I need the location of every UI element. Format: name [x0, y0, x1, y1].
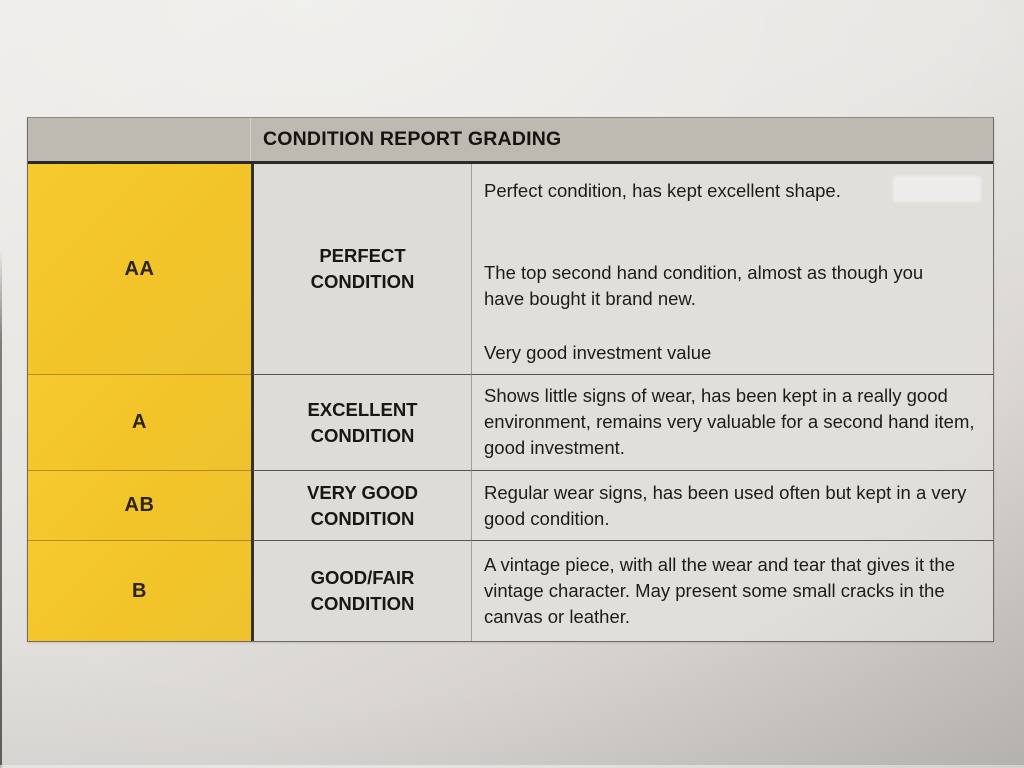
table-header-row: CONDITION REPORT GRADING — [28, 118, 993, 164]
description-paragraph: The top second hand condition, almost as… — [484, 262, 924, 309]
description-paragraph: Perfect condition, has kept excellent sh… — [484, 180, 841, 201]
photo-edge-highlight — [0, 765, 1024, 768]
condition-grading-table: CONDITION REPORT GRADING AA PERFECT COND… — [27, 117, 994, 642]
header-spacer-cell — [28, 118, 251, 161]
description-cell-aa: Perfect condition, has kept excellent sh… — [471, 164, 993, 374]
grade-cell-ab: AB — [28, 470, 251, 540]
table-row-a: A EXCELLENT CONDITION Shows little signs… — [28, 374, 993, 470]
description-paragraph: A vintage piece, with all the wear and t… — [484, 554, 956, 627]
table-row-ab: AB VERY GOOD CONDITION Regular wear sign… — [28, 470, 993, 540]
whiteout-patch — [893, 176, 981, 202]
description-paragraph: Very good investment value — [484, 342, 712, 363]
grade-cell-b: B — [28, 540, 251, 641]
condition-cell-b: GOOD/FAIR CONDITION — [251, 540, 471, 641]
table-title: CONDITION REPORT GRADING — [263, 128, 562, 150]
condition-cell-aa: PERFECT CONDITION — [251, 164, 471, 374]
grade-cell-aa: AA — [28, 164, 251, 374]
table-row-b: B GOOD/FAIR CONDITION A vintage piece, w… — [28, 540, 993, 641]
description-cell-a: Shows little signs of wear, has been kep… — [471, 374, 993, 470]
condition-cell-a: EXCELLENT CONDITION — [251, 374, 471, 470]
grade-cell-a: A — [28, 374, 251, 470]
table-row-aa: AA PERFECT CONDITION Perfect condition, … — [28, 164, 993, 374]
description-cell-ab: Regular wear signs, has been used often … — [471, 470, 993, 540]
description-paragraph: Shows little signs of wear, has been kep… — [484, 385, 975, 458]
description-cell-b: A vintage piece, with all the wear and t… — [471, 540, 993, 641]
condition-cell-ab: VERY GOOD CONDITION — [251, 470, 471, 540]
description-paragraph: Regular wear signs, has been used often … — [484, 482, 967, 529]
photo-edge-shadow — [0, 248, 2, 768]
